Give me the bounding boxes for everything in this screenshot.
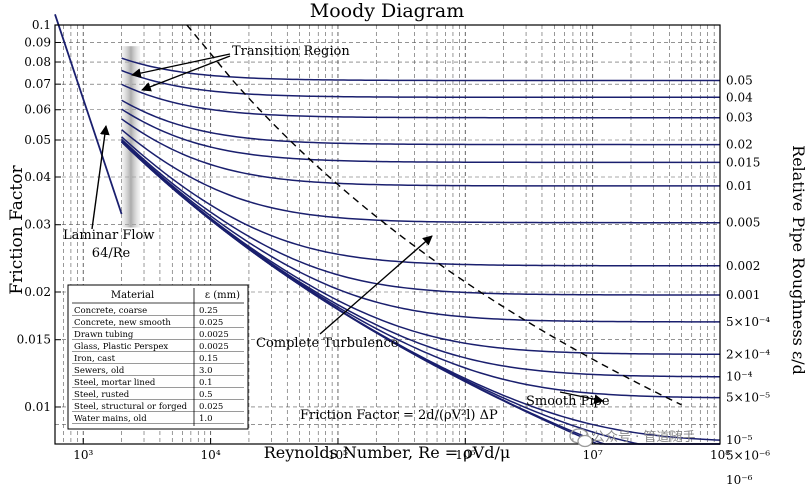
roughness-labels: 0.05 0.04 0.03 0.02 0.015 0.01 0.005 0.002 0.001… [726, 74, 770, 488]
y-tick-label: 0.07 [24, 77, 51, 91]
x-axis-label: Reynolds Number, Re = ρVd/μ [264, 443, 510, 462]
y-tick-label: 0.09 [24, 35, 51, 49]
table-cell-roughness: 0.15 [199, 354, 218, 364]
laminar-flow-label: Laminar Flow [63, 228, 154, 243]
wechat-icon [569, 428, 593, 448]
table-cell-material: Glass, Plastic Perspex [74, 342, 168, 352]
chart-title: Moody Diagram [310, 0, 465, 22]
roughness-label: 0.001 [726, 288, 760, 302]
x-tick-label: 10³ [73, 448, 93, 462]
roughness-curve [121, 136, 720, 267]
roughness-label: 5×10⁻⁶ [726, 448, 770, 462]
friction-equation-label: Friction Factor = 2d/(ρV²l) ΔP [300, 408, 498, 423]
annotations: Transition Region Laminar Flow 64/Re Com… [63, 44, 610, 423]
table-cell-roughness: 0.0025 [199, 330, 229, 340]
roughness-label: 0.002 [726, 259, 760, 273]
y-tick-label: 0.02 [24, 285, 51, 299]
table-frame [67, 284, 249, 430]
y2-axis-label: Relative Pipe Roughness ε/d [789, 145, 805, 375]
y-tick-label: 0.1 [32, 18, 51, 32]
roughness-curve [121, 57, 720, 82]
table-cell-material: Sewers, old [74, 366, 125, 376]
y-tick-label: 0.015 [17, 333, 51, 347]
y-tick-label: 0.03 [24, 218, 51, 232]
roughness-curve [121, 83, 720, 119]
roughness-label: 10⁻⁶ [726, 473, 753, 487]
roughness-curve [121, 139, 720, 323]
complete-turbulence-label: Complete Turbulence [256, 336, 399, 351]
table-cell-material: Iron, cast [74, 354, 116, 364]
table-cell-roughness: 3.0 [199, 366, 213, 376]
y-tick-label: 0.01 [24, 400, 51, 414]
table-cell-material: Steel, mortar lined [74, 378, 156, 388]
y-tick-label: 0.08 [24, 55, 51, 69]
y-axis-label: Friction Factor [7, 165, 27, 295]
table-cell-material: Concrete, new smooth [74, 318, 171, 328]
x-tick-labels: 10³ 10⁴ 10⁵ 10⁶ 10⁷ 10⁸ [73, 448, 730, 462]
roughness-label: 0.005 [726, 216, 760, 230]
x-tick-label: 10⁴ [201, 448, 221, 462]
roughness-label: 5×10⁻⁴ [726, 315, 770, 329]
table-cell-roughness: 0.025 [199, 318, 223, 328]
roughness-label: 2×10⁻⁴ [726, 347, 770, 361]
table-cell-roughness: 0.25 [199, 306, 218, 316]
table-cell-material: Drawn tubing [74, 330, 134, 340]
transition-region-label: Transition Region [232, 44, 350, 59]
laminar-formula-label: 64/Re [92, 246, 131, 261]
roughness-label: 10⁻⁴ [726, 370, 753, 384]
table-cell-roughness: 0.5 [199, 390, 213, 400]
annotation-arrow [131, 53, 231, 78]
laminar-line [54, 14, 123, 215]
roughness-label: 0.03 [726, 111, 753, 125]
annotation-arrow [141, 55, 231, 92]
annotation-arrow [319, 235, 433, 335]
x-tick-label: 10⁶ [455, 448, 475, 462]
tick-marks [55, 24, 721, 444]
smooth-pipe-label: Smooth Pipe [526, 394, 610, 409]
table-cell-material: Concrete, coarse [74, 306, 147, 316]
table-cell-roughness: 1.0 [199, 414, 213, 424]
roughness-curve [121, 140, 721, 356]
table-header-roughness: ε (mm) [205, 290, 240, 301]
watermark: 公众号 · 管道随手 [592, 430, 695, 445]
plot-frame [54, 24, 721, 445]
annotation-arrow [559, 391, 604, 404]
y-tick-label: 0.06 [24, 103, 51, 117]
roughness-curve [121, 129, 721, 224]
roughness-label: 0.05 [726, 74, 753, 88]
annotation-arrow [91, 125, 110, 230]
table-cell-material: Water mains, old [74, 414, 147, 424]
roughness-label: 0.02 [726, 138, 753, 152]
complete-turbulence-boundary [186, 24, 682, 406]
table-cell-material: Steel, rusted [74, 390, 130, 400]
table-cell-roughness: 0.025 [199, 402, 223, 412]
roughness-curve [121, 108, 720, 164]
table-cell-roughness: 0.1 [199, 378, 213, 388]
roughness-label: 5×10⁻⁵ [726, 391, 770, 405]
roughness-curve [121, 69, 720, 99]
roughness-label: 0.01 [726, 179, 753, 193]
roughness-label: 0.015 [726, 155, 760, 169]
roughness-label: 10⁻⁵ [726, 433, 753, 447]
table-cell-roughness: 0.0025 [199, 342, 229, 352]
x-tick-label: 10⁵ [328, 448, 348, 462]
roughness-curve [121, 99, 720, 146]
y-tick-labels: 0.1 0.09 0.08 0.07 0.06 0.05 0.04 0.03 0.02 0.015… [17, 18, 52, 414]
table-header-material: Material [111, 290, 154, 301]
x-tick-label: 10⁷ [583, 448, 603, 462]
roughness-label: 0.04 [726, 90, 753, 104]
roughness-curve [121, 118, 720, 187]
roughness-curve [121, 138, 720, 296]
x-tick-label: 10⁸ [710, 448, 730, 462]
y-tick-label: 0.04 [24, 170, 51, 184]
table-cell-material: Steel, structural or forged [74, 402, 188, 412]
annotation-arrows [91, 53, 604, 404]
y-tick-label: 0.05 [24, 133, 51, 147]
material-roughness-table: Material ε (mm) Concrete, coarse 0.25 Concre… [67, 284, 249, 430]
